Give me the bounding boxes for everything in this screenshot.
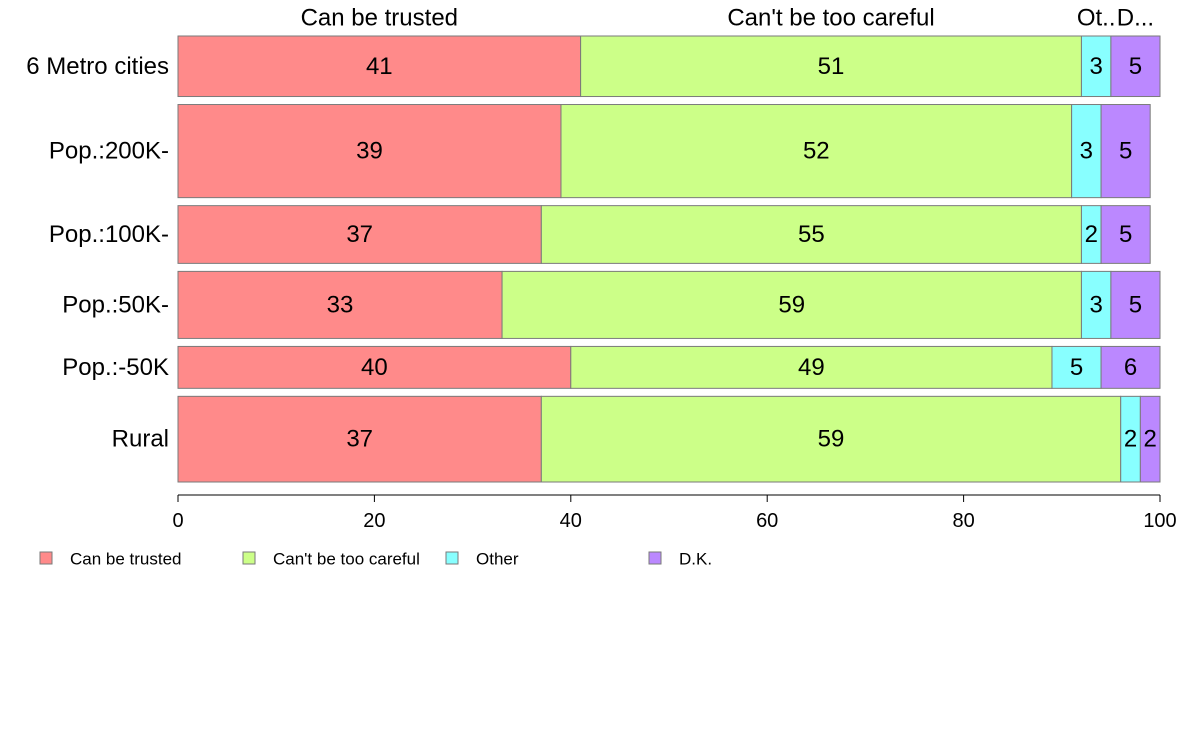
bar-segment-d-k (1110, 35, 1161, 98)
data-label: 39 (356, 138, 383, 165)
x-tick-label: 80 (952, 510, 974, 532)
bar-segment-can-be-trusted (177, 395, 542, 483)
data-label: 33 (327, 291, 354, 318)
data-label: 5 (1119, 138, 1132, 165)
bar-segment-d-k (1100, 345, 1161, 389)
row-label: Pop.:100K- (49, 221, 169, 248)
data-label: 2 (1085, 221, 1098, 248)
x-axis: 0 20 40 60 80 100 (172, 494, 1177, 532)
data-label: 37 (346, 221, 373, 248)
bar-row-pop-50k: Pop.:50K- 33 59 3 5 (62, 270, 1161, 339)
legend-label: Other (476, 550, 519, 569)
bar-segment-can-t-be-too-careful (560, 104, 1073, 199)
legend-swatch (39, 551, 53, 565)
bar-segment-can-be-trusted (177, 205, 542, 264)
x-tick-label: 60 (756, 510, 778, 532)
data-label: 3 (1089, 291, 1102, 318)
bar-row-pop-200k: Pop.:200K- 39 52 3 5 (49, 104, 1151, 199)
bar-segment-can-t-be-too-careful (570, 345, 1053, 389)
data-label: 5 (1119, 221, 1132, 248)
bar-segment-other (1080, 270, 1112, 339)
data-label: 52 (803, 138, 830, 165)
data-label: 3 (1080, 138, 1093, 165)
bar-segment-can-t-be-too-careful (540, 395, 1122, 483)
bar-segment-d-k (1139, 395, 1161, 483)
column-header-other: Ot.. (1077, 5, 1116, 32)
data-label: 49 (798, 354, 825, 381)
bar-segment-other (1080, 35, 1112, 98)
x-tick-label: 100 (1143, 510, 1176, 532)
legend-item-can-t-be-too-careful: Can't be too careful (242, 550, 420, 569)
x-tick-label: 20 (363, 510, 385, 532)
legend-label: D.K. (679, 550, 712, 569)
bar-row-6-metro-cities: 6 Metro cities 41 51 3 5 (26, 35, 1161, 98)
data-label: 40 (361, 354, 388, 381)
legend: Can be trusted Can't be too careful Other D… (39, 550, 712, 569)
data-label: 2 (1124, 426, 1137, 453)
legend-label: Can be trusted (70, 550, 182, 569)
row-label: Pop.:50K- (62, 291, 169, 318)
legend-item-can-be-trusted: Can be trusted (39, 550, 182, 569)
bar-segment-d-k (1100, 104, 1151, 199)
data-label: 5 (1129, 291, 1142, 318)
bar-row-pop-100k: Pop.:100K- 37 55 2 5 (49, 205, 1151, 264)
bar-segment-can-t-be-too-careful (540, 205, 1082, 264)
legend-item-d-k: D.K. (648, 550, 712, 569)
x-tick-label: 0 (172, 510, 183, 532)
column-header-can-be-trusted: Can be trusted (301, 5, 458, 32)
bar-row-pop-50k: Pop.:-50K 40 49 5 6 (62, 345, 1161, 389)
bar-segment-d-k (1100, 205, 1151, 264)
legend-swatch (648, 551, 662, 565)
bar-segment-can-t-be-too-careful (580, 35, 1082, 98)
data-label: 2 (1144, 426, 1157, 453)
column-headers: Can be trusted Can't be too careful Ot.. D.… (301, 5, 1155, 32)
legend-swatch (242, 551, 256, 565)
bar-segment-can-be-trusted (177, 104, 562, 199)
bar-segment-can-be-trusted (177, 345, 572, 389)
data-label: 6 (1124, 354, 1137, 381)
bar-segment-can-t-be-too-careful (501, 270, 1082, 339)
legend-label: Can't be too careful (273, 550, 420, 569)
row-label: Pop.:-50K (62, 354, 169, 381)
data-label: 5 (1129, 53, 1142, 80)
x-tick-label: 40 (560, 510, 582, 532)
row-label: 6 Metro cities (26, 53, 169, 80)
data-label: 51 (818, 53, 845, 80)
legend-item-other: Other (445, 550, 519, 569)
column-header-can-t-be-too-careful: Can't be too careful (727, 5, 934, 32)
row-label: Pop.:200K- (49, 138, 169, 165)
legend-swatch (445, 551, 459, 565)
bar-segment-other (1071, 104, 1102, 199)
bar-segment-can-be-trusted (177, 35, 582, 98)
data-label: 59 (778, 291, 805, 318)
data-label: 59 (818, 426, 845, 453)
bar-segment-can-be-trusted (177, 270, 503, 339)
bar-row-rural: Rural 37 59 2 2 (112, 395, 1161, 483)
data-label: 37 (346, 426, 373, 453)
bar-segment-d-k (1110, 270, 1161, 339)
data-label: 41 (366, 53, 393, 80)
data-label: 55 (798, 221, 825, 248)
row-label: Rural (112, 426, 169, 453)
bar-segment-other (1051, 345, 1102, 389)
column-header-d-k: D... (1117, 5, 1154, 32)
data-label: 3 (1089, 53, 1102, 80)
data-label: 5 (1070, 354, 1083, 381)
